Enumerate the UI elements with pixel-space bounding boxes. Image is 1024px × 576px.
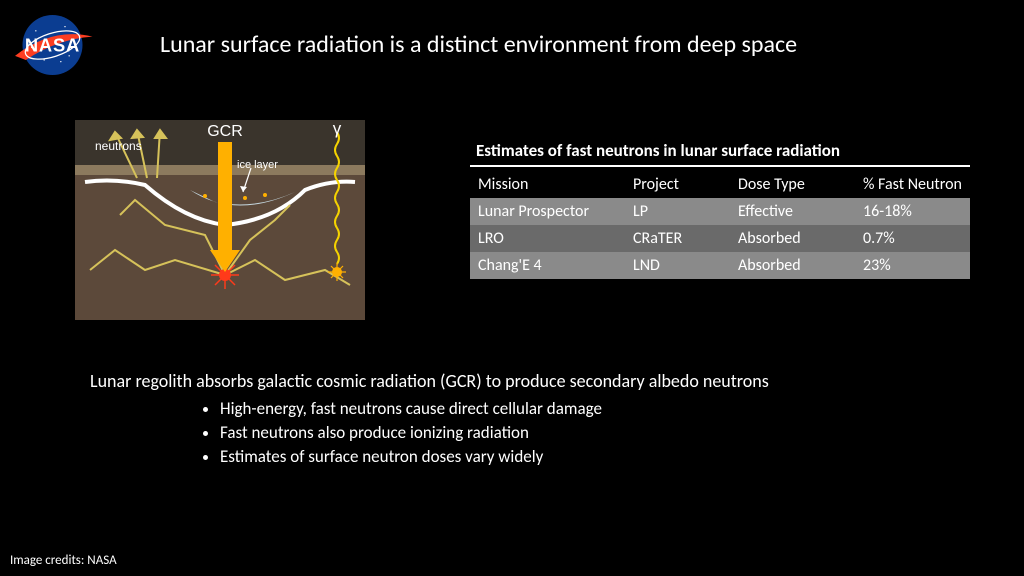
table-header: Project	[625, 171, 730, 198]
slide-title: Lunar surface radiation is a distinct en…	[160, 30, 797, 59]
body-lead: Lunar regolith absorbs galactic cosmic r…	[90, 370, 769, 392]
diagram-label-gamma: γ	[333, 120, 342, 138]
table-row: LRO CRaTER Absorbed 0.7%	[470, 225, 970, 252]
image-credits: Image credits: NASA	[10, 553, 117, 568]
table-title: Estimates of fast neutrons in lunar surf…	[470, 140, 970, 167]
neutron-table: Mission Project Dose Type % Fast Neutron…	[470, 171, 970, 279]
body-bullet: Estimates of surface neutron doses vary …	[220, 446, 769, 467]
table-header: Mission	[470, 171, 625, 198]
body-text: Lunar regolith absorbs galactic cosmic r…	[90, 370, 769, 470]
body-bullet: High-energy, fast neutrons cause direct …	[220, 398, 769, 419]
table-header: % Fast Neutron	[855, 171, 970, 198]
table-row: Chang'E 4 LND Absorbed 23%	[470, 252, 970, 279]
table-row: Lunar Prospector LP Effective 16-18%	[470, 198, 970, 225]
neutron-table-section: Estimates of fast neutrons in lunar surf…	[470, 140, 970, 279]
body-bullet: Fast neutrons also produce ionizing radi…	[220, 422, 769, 443]
diagram-label-neutrons: neutrons	[95, 139, 142, 153]
svg-text:NASA: NASA	[25, 35, 80, 56]
diagram-label-ice: ice layer	[237, 159, 278, 171]
table-header: Dose Type	[730, 171, 855, 198]
diagram-label-gcr: GCR	[207, 123, 243, 140]
nasa-logo: NASA	[10, 10, 95, 80]
lunar-radiation-diagram: GCR γ neutrons ice layer	[75, 120, 365, 320]
